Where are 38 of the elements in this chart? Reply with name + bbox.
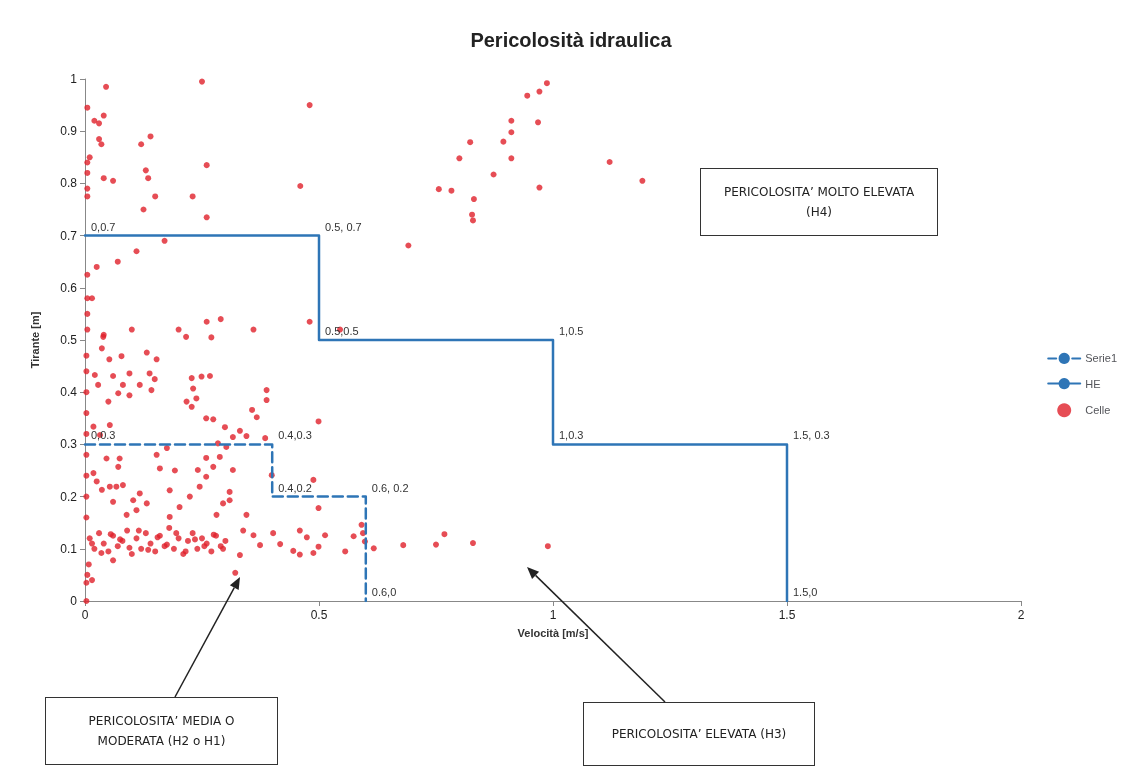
data-label: 0,0.7 bbox=[91, 220, 116, 233]
x-tick-label: 0.5 bbox=[310, 608, 328, 622]
data-label: 1,0.5 bbox=[559, 325, 584, 337]
y-tick-label: 0.8 bbox=[60, 176, 78, 191]
y-tick-label: 0.1 bbox=[60, 541, 78, 556]
y-axis-title: Tirante [m] bbox=[28, 311, 41, 369]
y-tick-label: 0.4 bbox=[60, 385, 78, 400]
x-tick-label: 0 bbox=[81, 608, 89, 622]
x-tick-label: 2 bbox=[1017, 608, 1025, 622]
data-label: 1,0.3 bbox=[559, 429, 584, 442]
data-label: 0.5, 0.7 bbox=[325, 220, 362, 233]
text-box: PERICOLOSITA’ MEDIA O MODERATA (H2 o H1) bbox=[45, 697, 278, 765]
x-tick-label: 1.5 bbox=[778, 608, 796, 622]
data-label: 1.5,0 bbox=[793, 586, 818, 598]
chart-title: Pericolosità idraulica bbox=[470, 29, 673, 51]
line-series bbox=[83, 234, 789, 603]
legend-label: Celle bbox=[1085, 404, 1111, 417]
y-tick-label: 1 bbox=[70, 72, 78, 86]
y-tick-label: 0.2 bbox=[60, 489, 78, 504]
x-tick-label: 1 bbox=[549, 608, 557, 622]
y-tick-label: 0.7 bbox=[60, 228, 78, 243]
data-label: 0.4,0.3 bbox=[278, 429, 312, 442]
y-tick-label: 0 bbox=[70, 594, 78, 608]
x-axis-title: Velocità [m/s] bbox=[517, 626, 589, 639]
legend-label: HE bbox=[1085, 377, 1101, 390]
text-box: PERICOLOSITA’ ELEVATA (H3) bbox=[583, 702, 815, 766]
y-tick-label: 0.9 bbox=[60, 124, 78, 139]
y-tick-label: 0.5 bbox=[60, 333, 78, 347]
legend-label: Serie1 bbox=[1085, 352, 1117, 365]
data-label: 1.5, 0.3 bbox=[793, 429, 830, 442]
y-tick-label: 0.3 bbox=[60, 437, 78, 452]
y-tick-label: 0.6 bbox=[60, 280, 78, 295]
text-box: PERICOLOSITA’ MOLTO ELEVATA (H4) bbox=[700, 168, 938, 236]
data-label: 0.4,0.2 bbox=[278, 481, 312, 494]
data-label: 0.6, 0.2 bbox=[371, 481, 409, 494]
data-label: 0.6,0 bbox=[371, 586, 397, 598]
data-label: 0.5,0.5 bbox=[325, 325, 359, 337]
data-label: 0,0.3 bbox=[91, 429, 116, 442]
